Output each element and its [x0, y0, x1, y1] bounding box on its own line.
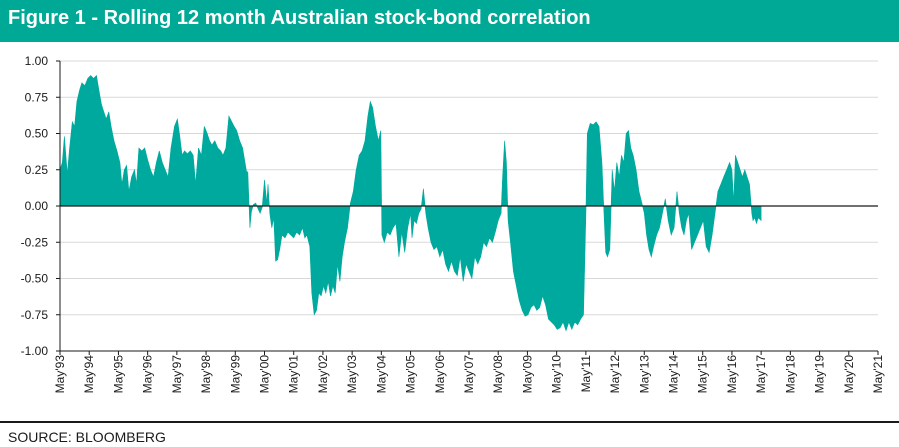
- x-tick-label: May'15: [696, 355, 710, 394]
- x-tick-label: May'16: [725, 355, 739, 394]
- x-tick-label: May'08: [491, 355, 505, 394]
- x-tick-label: May'97: [170, 355, 184, 394]
- x-tick-label: May'99: [228, 355, 242, 394]
- y-tick-label: -0.50: [21, 272, 49, 286]
- x-tick-label: May'00: [258, 355, 272, 394]
- x-tick-label: May'07: [462, 355, 476, 394]
- x-tick-label: May'09: [520, 355, 534, 394]
- y-tick-label: 0.00: [25, 199, 49, 213]
- x-tick-label: May'96: [141, 355, 155, 394]
- footer-rule: [0, 421, 899, 423]
- x-tick-label: May'11: [579, 355, 593, 393]
- x-tick-label: May'01: [287, 355, 301, 394]
- x-tick-label: May'17: [754, 355, 768, 394]
- x-tick-label: May'04: [374, 355, 388, 394]
- x-tick-label: May'12: [608, 355, 622, 394]
- x-tick-label: May'18: [783, 355, 797, 394]
- correlation-chart: 1.00 0.75 0.50 0.25 0.00 -0.25 -0.50 -0.75 -1.00…: [21, 54, 885, 393]
- x-tick-label: May'95: [111, 355, 125, 394]
- x-tick-label: May'03: [345, 355, 359, 394]
- x-tick-label: May'94: [82, 355, 96, 394]
- x-tick-label: May'13: [637, 355, 651, 394]
- x-tick-label: May'93: [53, 355, 67, 394]
- x-tick-label: May'05: [404, 355, 418, 394]
- header-banner: Figure 1 - Rolling 12 month Australian s…: [0, 0, 899, 42]
- y-tick-label: 1.00: [25, 54, 49, 68]
- x-tick-label: May'21: [871, 355, 885, 394]
- x-tick-label: May'19: [813, 355, 827, 394]
- x-tick-label: May'02: [316, 355, 330, 394]
- y-tick-labels: 1.00 0.75 0.50 0.25 0.00 -0.25 -0.50 -0.75 -1.00: [21, 54, 60, 358]
- x-tick-label: May'10: [550, 355, 564, 394]
- x-tick-label: May'06: [433, 355, 447, 394]
- correlation-area: [59, 74, 762, 332]
- x-tick-label: May'98: [199, 355, 213, 394]
- source-note: SOURCE: BLOOMBERG: [8, 429, 166, 445]
- y-tick-label: 0.50: [25, 127, 49, 141]
- x-tick-labels: May'93 May'94 May'95 May'96 May'97 May'98 May'…: [53, 351, 885, 393]
- x-tick-label: May'14: [667, 355, 681, 394]
- x-tick-label: May'20: [842, 355, 856, 394]
- y-tick-label: 0.25: [25, 163, 49, 177]
- y-tick-label: -0.25: [21, 235, 49, 249]
- figure-title: Figure 1 - Rolling 12 month Australian s…: [8, 7, 591, 29]
- y-tick-label: -0.75: [21, 308, 49, 322]
- axes: [59, 61, 878, 352]
- y-tick-label: 0.75: [25, 90, 49, 104]
- y-tick-label: -1.00: [21, 344, 49, 358]
